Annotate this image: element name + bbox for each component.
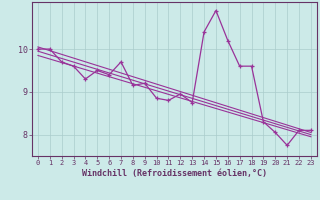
X-axis label: Windchill (Refroidissement éolien,°C): Windchill (Refroidissement éolien,°C) <box>82 169 267 178</box>
